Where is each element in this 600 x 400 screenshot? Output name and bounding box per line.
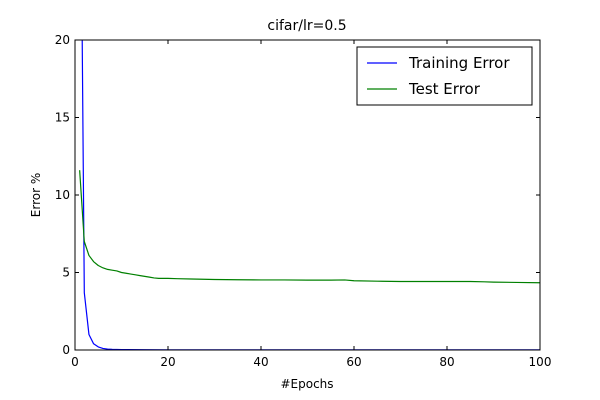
x-tick-label: 40 <box>253 355 268 369</box>
x-tick-label: 60 <box>346 355 361 369</box>
ticks-layer: 0 20 40 60 80 100 0 5 10 15 20 <box>55 33 552 369</box>
y-axis-label: Error % <box>29 173 43 217</box>
y-tick-label: 0 <box>62 343 70 357</box>
x-tick-label: 100 <box>529 355 552 369</box>
y-tick-label: 10 <box>55 188 70 202</box>
x-tick-label: 0 <box>71 355 79 369</box>
y-tick-label: 5 <box>62 266 70 280</box>
chart-title: cifar/lr=0.5 <box>267 18 346 34</box>
legend-label-test-error: Test Error <box>408 80 481 98</box>
x-axis-label: #Epochs <box>280 377 333 391</box>
x-tick-label: 80 <box>439 355 454 369</box>
legend-label-training-error: Training Error <box>408 54 510 72</box>
legend: Training Error Test Error <box>356 46 533 106</box>
series-line-test-error <box>79 170 540 284</box>
x-tick-label: 20 <box>160 355 175 369</box>
y-tick-label: 20 <box>55 33 70 47</box>
y-tick-label: 15 <box>55 111 70 125</box>
legend-box <box>356 46 533 106</box>
